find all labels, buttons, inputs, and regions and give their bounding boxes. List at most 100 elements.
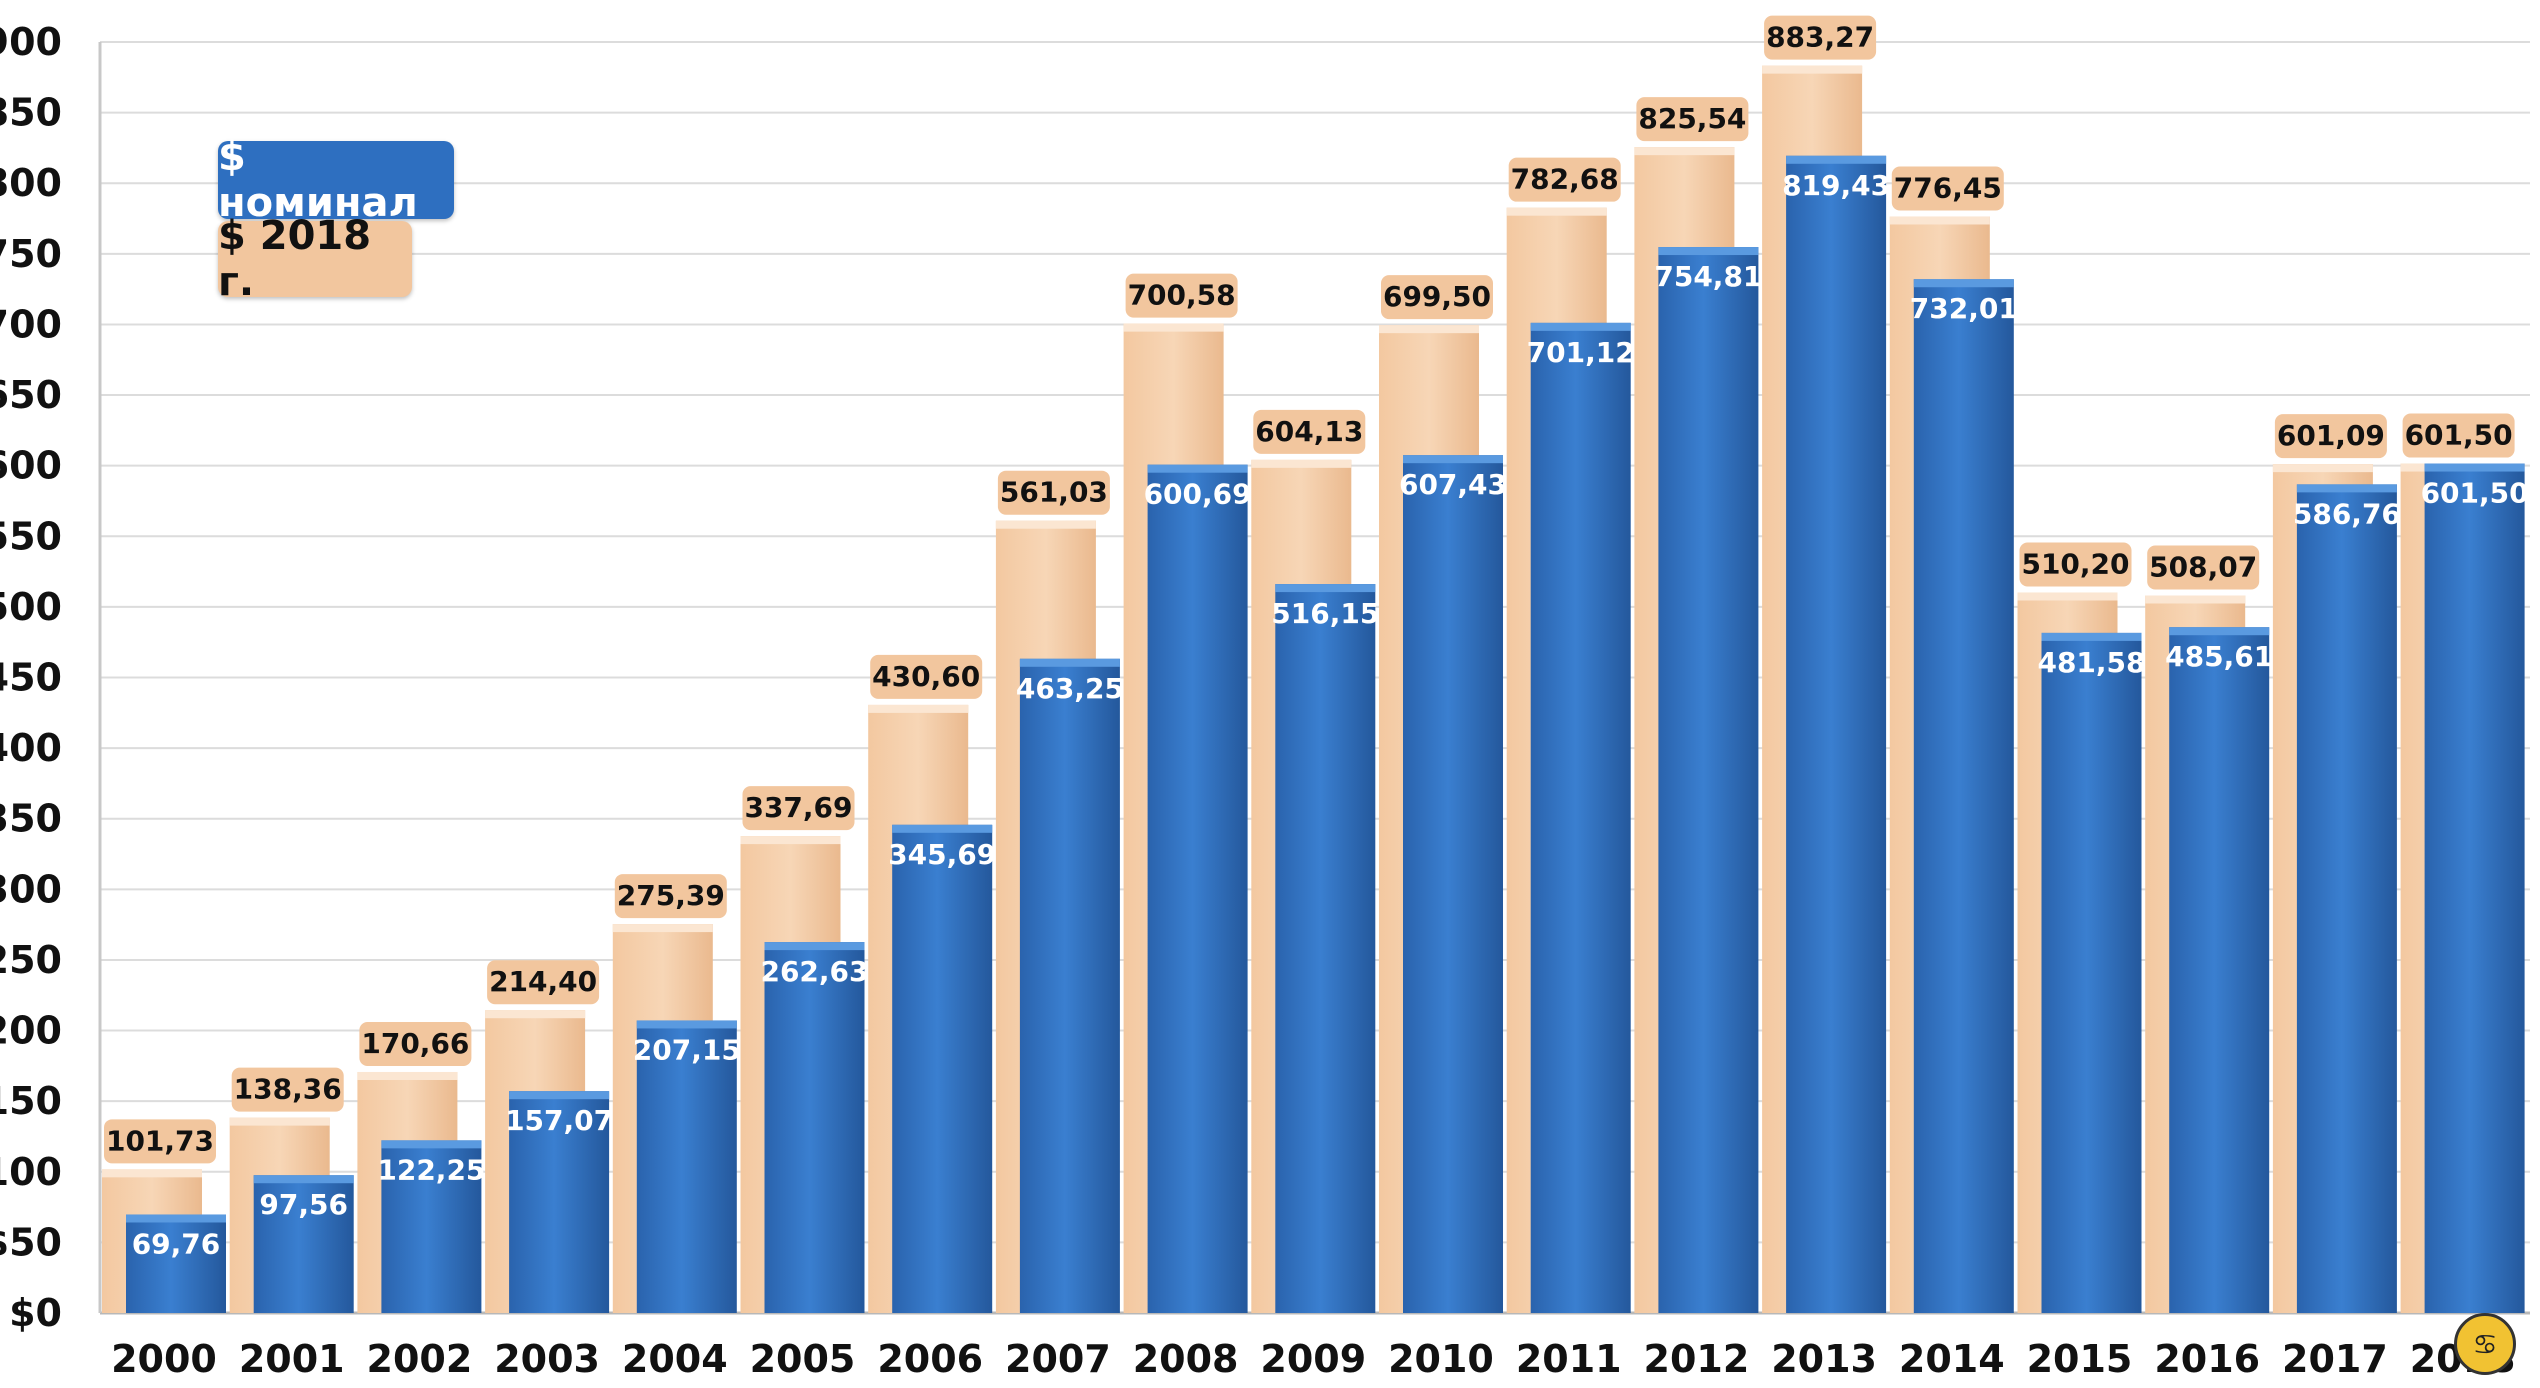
data-label-real-box (2147, 545, 2260, 590)
data-label-real-box (1125, 273, 1238, 318)
bar-real-cap (229, 1117, 330, 1126)
data-label-real: 776,45 (1894, 171, 2002, 204)
bar-nominal-2004 (636, 1020, 737, 1313)
logo-badge-icon: ♋ (2454, 1313, 2516, 1375)
bar-nominal-cap (1530, 322, 1631, 331)
bar-nominal-2018 (2424, 463, 2525, 1313)
bar-nominal-cap (892, 824, 993, 833)
data-label-real-box (1636, 97, 1749, 142)
data-label-nominal: 819,43 (1782, 169, 1890, 202)
data-label-real: 700,58 (1128, 279, 1236, 312)
data-label-real: 699,50 (1383, 280, 1491, 313)
x-tick-label: 2012 (1644, 1337, 1750, 1381)
bar-nominal-2006 (892, 824, 993, 1313)
x-tick-label: 2013 (1771, 1337, 1877, 1381)
bar-real-cap (1251, 459, 1352, 468)
bar-nominal-2015 (2041, 632, 2142, 1313)
data-label-real: 170,66 (361, 1027, 469, 1060)
data-label-real-box (487, 960, 600, 1005)
bar-nominal-2000 (126, 1214, 226, 1313)
bar-nominal-2007 (1019, 658, 1120, 1313)
data-label-real: 782,68 (1511, 163, 1619, 196)
y-tick-label: $50 (0, 1220, 62, 1264)
x-tick-label: 2004 (622, 1337, 728, 1381)
bar-nominal-cap (381, 1140, 482, 1149)
data-label-nominal: 607,43 (1399, 468, 1507, 501)
bar-nominal-cap (1019, 658, 1120, 667)
data-label-nominal: 463,25 (1016, 672, 1124, 705)
y-tick-label: $500 (0, 585, 62, 629)
bar-nominal-cap (1786, 155, 1887, 164)
y-tick-label: $850 (0, 91, 62, 135)
bar-nominal-cap (1658, 247, 1759, 256)
data-label-real: 561,03 (1000, 476, 1108, 509)
y-tick-label: $550 (0, 514, 62, 558)
x-tick-label: 2001 (239, 1337, 345, 1381)
bar-nominal-2011 (1530, 322, 1631, 1313)
data-label-real-box (2274, 414, 2387, 459)
bar-nominal-2008 (1147, 464, 1248, 1313)
bar-nominal-cap (1275, 584, 1376, 593)
data-label-real: 214,40 (489, 965, 597, 998)
data-label-real-box (1764, 15, 1877, 60)
data-label-real-box (614, 874, 727, 919)
y-tick-label: $650 (0, 373, 62, 417)
data-label-nominal: 600,69 (1144, 478, 1252, 511)
bar-nominal-cap (2424, 463, 2525, 472)
x-tick-label: 2009 (1260, 1337, 1366, 1381)
bar-nominal-2012 (1658, 247, 1759, 1314)
y-tick-label: $100 (0, 1150, 62, 1194)
data-label-real-box (104, 1119, 216, 1164)
data-label-real-box (997, 470, 1110, 515)
y-tick-label: $300 (0, 867, 62, 911)
data-label-nominal: 516,15 (1271, 597, 1379, 630)
y-tick-label: $0 (9, 1291, 62, 1335)
bar-nominal-cap (764, 942, 865, 951)
data-label-real: 337,69 (744, 791, 852, 824)
data-label-real: 604,13 (1255, 415, 1363, 448)
y-tick-label: $750 (0, 232, 62, 276)
x-axis-labels: 2000 2001 2002 2003 2004 2005 2006 2007 2008 2009… (111, 1337, 2515, 1381)
y-tick-label: $200 (0, 1009, 62, 1053)
x-tick-label: 2000 (111, 1337, 217, 1381)
data-label-real: 430,60 (872, 660, 980, 693)
data-label-real: 508,07 (2149, 550, 2257, 583)
data-label-real-box (1508, 157, 1621, 202)
bar-real-cap (102, 1169, 202, 1178)
bar-nominal-cap (253, 1175, 354, 1184)
bar-nominal-2017 (2296, 484, 2397, 1313)
bar-real-cap (1762, 65, 1863, 74)
bar-real-cap (2145, 595, 2246, 604)
bar-real-cap (2017, 592, 2118, 601)
bar-nominal-2001 (253, 1175, 354, 1313)
y-tick-label: $400 (0, 726, 62, 770)
data-label-real-box (1891, 166, 2004, 211)
x-tick-label: 2016 (2154, 1337, 2260, 1381)
data-label-real-box (870, 654, 983, 699)
bar-real-cap (485, 1010, 586, 1019)
data-label-real-box (742, 786, 855, 831)
data-label-real-box (2019, 542, 2132, 587)
x-tick-label: 2011 (1516, 1337, 1622, 1381)
x-tick-label: 2003 (494, 1337, 600, 1381)
bar-nominal-cap (1913, 279, 2014, 288)
bar-nominal-cap (126, 1214, 226, 1223)
bar-real-cap (995, 520, 1096, 529)
y-tick-label: $600 (0, 444, 62, 488)
bar-nominal-cap (2296, 484, 2397, 493)
legend-nominal: $ номинал (218, 134, 454, 226)
x-tick-label: 2017 (2282, 1337, 2388, 1381)
bar-nominal-cap (2169, 627, 2270, 636)
data-label-nominal: 701,12 (1527, 336, 1635, 369)
data-label-nominal: 485,61 (2165, 640, 2273, 673)
data-label-nominal: 345,69 (888, 838, 996, 871)
bar-real-cap (1634, 147, 1735, 156)
bar-nominal-cap (636, 1020, 737, 1029)
bar-real-cap (1889, 216, 1990, 225)
data-label-nominal: 122,25 (377, 1153, 485, 1186)
x-tick-label: 2007 (1005, 1337, 1111, 1381)
bar-real-cap (868, 704, 969, 713)
data-label-real: 138,36 (234, 1073, 342, 1106)
bar-real-cap (1379, 325, 1479, 334)
